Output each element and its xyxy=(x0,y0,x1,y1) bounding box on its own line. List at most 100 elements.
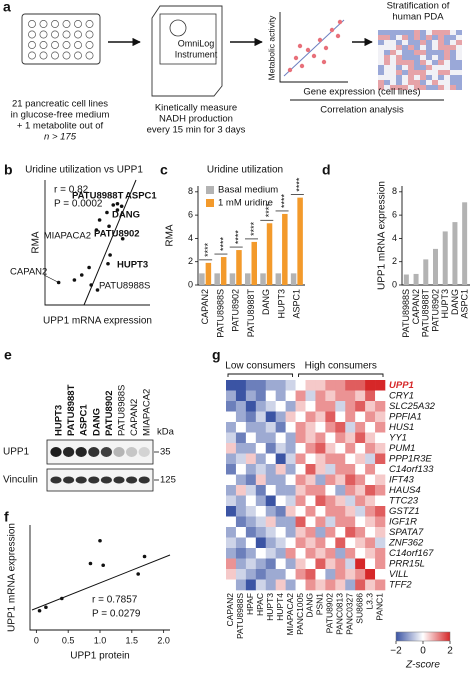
heat-cell xyxy=(375,464,386,475)
column-label: MIAPACA2 xyxy=(285,593,295,636)
heat-cell xyxy=(305,432,316,444)
heat-cell xyxy=(365,495,376,507)
band xyxy=(63,447,75,457)
well xyxy=(39,20,48,28)
mini-cell xyxy=(378,55,384,60)
heat-cell xyxy=(235,401,247,412)
mini-cell xyxy=(420,45,426,50)
mini-cell xyxy=(426,60,432,65)
mini-cell xyxy=(414,35,420,40)
heat-cell xyxy=(245,443,257,454)
blot xyxy=(46,468,154,492)
heat-cell xyxy=(335,548,346,559)
row-label: C14orf167 xyxy=(389,548,434,559)
point xyxy=(44,605,48,610)
bar xyxy=(251,241,257,285)
heat-cell xyxy=(305,537,316,549)
mini-cell xyxy=(432,30,438,35)
heat-cell xyxy=(365,411,376,423)
heat-cell xyxy=(255,516,267,528)
x-tick-label: ASPC1 xyxy=(460,289,470,319)
mini-dot xyxy=(297,43,303,49)
heat-cell xyxy=(275,569,286,580)
well xyxy=(39,51,48,60)
heat-cell xyxy=(275,495,286,507)
heat-cell xyxy=(226,453,237,465)
band xyxy=(126,476,138,484)
heat-cell xyxy=(265,569,276,580)
heat-cell xyxy=(255,380,267,391)
bar xyxy=(205,262,212,285)
heat-cell xyxy=(365,537,376,549)
heat-cell xyxy=(295,453,306,465)
heat-cell xyxy=(235,464,247,475)
heat-cell xyxy=(365,390,376,402)
colorbar-label: Z-score xyxy=(405,660,440,671)
panel-a-graphics xyxy=(21,5,462,101)
mini-cell xyxy=(408,85,414,90)
mini-cell xyxy=(414,80,420,85)
x-axis-label: UPP1 protein xyxy=(70,651,129,662)
heat-cell xyxy=(265,432,276,444)
mini-cell xyxy=(414,85,420,90)
chart-title: Uridine utilization xyxy=(207,165,283,176)
bar xyxy=(282,213,288,285)
mini-cell xyxy=(426,70,432,75)
y-tick-label: 8 xyxy=(392,186,397,196)
heat-cell xyxy=(375,516,386,528)
mini-cell xyxy=(414,45,420,50)
heat-cell xyxy=(325,516,336,528)
heat-cell xyxy=(226,411,237,423)
heat-cell xyxy=(235,516,247,528)
heat-cell xyxy=(285,537,296,549)
mini-cell xyxy=(438,55,444,60)
well xyxy=(51,51,59,60)
heat-cell xyxy=(235,495,247,507)
mini-cell xyxy=(444,65,450,70)
mini-cell xyxy=(378,45,384,50)
point xyxy=(106,261,110,266)
heat-cell xyxy=(295,464,306,475)
y-tick-label: 8 xyxy=(188,186,193,196)
mini-cell xyxy=(456,80,462,85)
heat-cell xyxy=(235,453,247,465)
heat-cell xyxy=(235,485,247,496)
mini-cell xyxy=(408,75,414,80)
annotation: r = 0.7857 xyxy=(92,595,138,606)
label: OmniLog xyxy=(178,38,215,48)
column-label: SU8686 xyxy=(354,593,364,624)
mini-cell xyxy=(450,35,456,40)
mini-cell xyxy=(378,50,384,55)
heat-cell xyxy=(315,422,326,433)
mini-dot xyxy=(287,67,293,73)
label: n > 175 xyxy=(44,132,77,143)
mini-cell xyxy=(420,55,426,60)
mini-cell xyxy=(408,70,414,75)
heat-cell xyxy=(295,579,306,591)
heat-cell xyxy=(345,464,356,475)
heat-cell xyxy=(355,516,366,528)
heat-cell xyxy=(375,506,386,517)
significance: **** xyxy=(234,230,244,245)
mini-cell xyxy=(378,35,384,40)
band xyxy=(63,476,75,484)
mini-cell xyxy=(384,40,390,45)
mini-cell xyxy=(402,80,408,85)
mini-cell xyxy=(384,65,390,70)
mini-cell xyxy=(402,70,408,75)
heat-cell xyxy=(265,422,276,433)
heat-cell xyxy=(345,422,356,433)
heat-cell xyxy=(315,443,326,454)
heat-cell xyxy=(345,432,356,444)
mini-cell xyxy=(414,70,420,75)
mini-dot xyxy=(317,37,323,43)
significance: **** xyxy=(218,237,228,252)
heat-cell xyxy=(315,401,326,412)
heat-cell xyxy=(295,485,306,496)
band xyxy=(100,447,112,457)
heat-cell xyxy=(285,495,296,507)
heat-cell xyxy=(305,422,316,433)
heat-cell xyxy=(245,422,257,433)
heat-cell xyxy=(315,495,326,507)
